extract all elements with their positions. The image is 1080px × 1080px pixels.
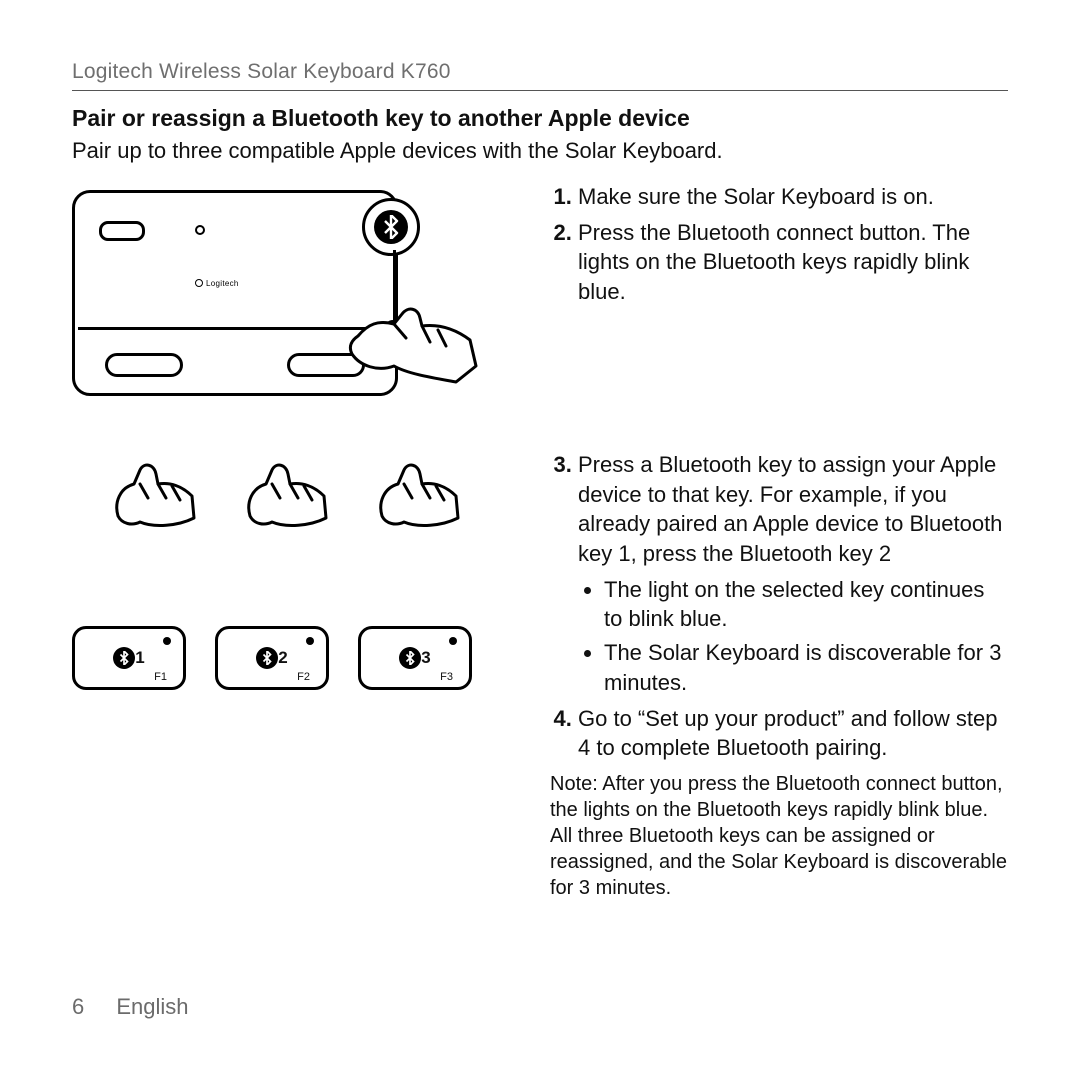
key-number: 3 (421, 648, 430, 668)
step-2: Press the Bluetooth connect button. The … (578, 218, 1008, 307)
f-key-label: F1 (154, 671, 167, 683)
step-3-sub: The Solar Keyboard is discoverable for 3… (604, 638, 1008, 697)
bluetooth-key: 2 F2 (215, 626, 329, 690)
bluetooth-icon (399, 647, 421, 669)
key-number: 2 (278, 648, 287, 668)
note-text: Note: After you press the Bluetooth conn… (550, 771, 1008, 901)
manual-page: Logitech Wireless Solar Keyboard K760 Pa… (0, 0, 1080, 1080)
step-1: Make sure the Solar Keyboard is on. (578, 182, 1008, 212)
status-led-icon (195, 225, 205, 235)
keyboard-foot (105, 353, 183, 377)
step-3-text: Press a Bluetooth key to assign your App… (578, 452, 1002, 566)
step-4: Go to “Set up your product” and follow s… (578, 704, 1008, 763)
step-3: Press a Bluetooth key to assign your App… (578, 450, 1008, 698)
content-grid: Logitech (72, 182, 1008, 921)
brand-label: Logitech (195, 279, 239, 288)
bluetooth-badge (362, 198, 420, 256)
bluetooth-icon (113, 647, 135, 669)
pointing-hand-icon (338, 296, 478, 386)
intro-text: Pair up to three compatible Apple device… (72, 138, 1008, 164)
page-number: 6 (72, 994, 84, 1019)
step-3-sub: The light on the selected key continues … (604, 575, 1008, 634)
bluetooth-icon (256, 647, 278, 669)
f-key-label: F3 (440, 671, 453, 683)
section-title: Pair or reassign a Bluetooth key to anot… (72, 105, 1008, 132)
key-led-icon (163, 637, 171, 645)
illustration-keys: 1 F1 2 F2 (72, 450, 502, 921)
illustration-keyboard: Logitech (72, 182, 502, 420)
page-footer: 6 English (72, 994, 189, 1020)
key-number: 1 (135, 648, 144, 668)
key-led-icon (306, 637, 314, 645)
keyboard-diagram: Logitech (72, 190, 422, 420)
bluetooth-icon (374, 210, 408, 244)
power-switch-icon (99, 221, 145, 241)
bluetooth-keys-diagram: 1 F1 2 F2 (72, 490, 472, 690)
pointing-hand-icon (232, 456, 328, 532)
bluetooth-key: 3 F3 (358, 626, 472, 690)
bluetooth-key: 1 F1 (72, 626, 186, 690)
key-led-icon (449, 637, 457, 645)
f-key-label: F2 (297, 671, 310, 683)
pointing-hand-icon (100, 456, 196, 532)
language-label: English (116, 994, 188, 1019)
running-head: Logitech Wireless Solar Keyboard K760 (72, 60, 1008, 91)
steps-3-4: Press a Bluetooth key to assign your App… (550, 450, 1008, 921)
steps-1-2: Make sure the Solar Keyboard is on. Pres… (550, 182, 1008, 420)
pointing-hand-icon (364, 456, 460, 532)
